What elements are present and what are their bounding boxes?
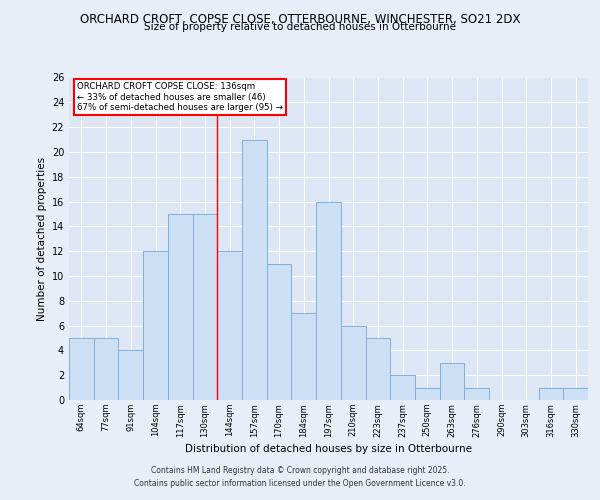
Bar xyxy=(168,214,193,400)
Bar xyxy=(341,326,365,400)
Bar xyxy=(193,214,217,400)
Bar xyxy=(143,251,168,400)
Bar xyxy=(316,202,341,400)
Bar xyxy=(242,140,267,400)
Bar xyxy=(267,264,292,400)
Bar xyxy=(440,363,464,400)
Y-axis label: Number of detached properties: Number of detached properties xyxy=(37,156,47,321)
Text: ORCHARD CROFT COPSE CLOSE: 136sqm
← 33% of detached houses are smaller (46)
67% : ORCHARD CROFT COPSE CLOSE: 136sqm ← 33% … xyxy=(77,82,283,112)
Text: Size of property relative to detached houses in Otterbourne: Size of property relative to detached ho… xyxy=(144,22,456,32)
Bar xyxy=(118,350,143,400)
Bar xyxy=(217,251,242,400)
Bar xyxy=(292,313,316,400)
Bar xyxy=(539,388,563,400)
Bar xyxy=(390,375,415,400)
Bar xyxy=(563,388,588,400)
Text: Contains HM Land Registry data © Crown copyright and database right 2025.
Contai: Contains HM Land Registry data © Crown c… xyxy=(134,466,466,487)
Bar xyxy=(69,338,94,400)
Text: ORCHARD CROFT, COPSE CLOSE, OTTERBOURNE, WINCHESTER, SO21 2DX: ORCHARD CROFT, COPSE CLOSE, OTTERBOURNE,… xyxy=(80,12,520,26)
Bar xyxy=(464,388,489,400)
X-axis label: Distribution of detached houses by size in Otterbourne: Distribution of detached houses by size … xyxy=(185,444,472,454)
Bar xyxy=(94,338,118,400)
Bar xyxy=(415,388,440,400)
Bar xyxy=(365,338,390,400)
